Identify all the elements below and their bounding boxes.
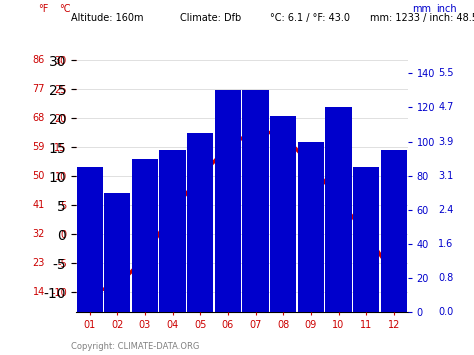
Text: 68: 68	[33, 113, 45, 123]
Bar	[104, 193, 130, 312]
Bar	[353, 167, 379, 312]
Text: 50: 50	[33, 171, 45, 181]
Text: 41: 41	[33, 200, 45, 210]
Bar	[132, 159, 158, 312]
Text: 77: 77	[33, 84, 45, 94]
Bar	[76, 167, 103, 312]
Bar	[242, 91, 269, 312]
Text: 4.7: 4.7	[438, 103, 454, 113]
Text: Altitude: 160m: Altitude: 160m	[71, 13, 144, 23]
Text: inch: inch	[436, 4, 457, 14]
Text: Copyright: CLIMATE-DATA.ORG: Copyright: CLIMATE-DATA.ORG	[71, 343, 200, 351]
Text: 0.0: 0.0	[438, 307, 454, 317]
Bar	[381, 150, 407, 312]
Text: 23: 23	[33, 258, 45, 268]
Text: 3.1: 3.1	[438, 171, 454, 181]
Bar	[298, 142, 324, 312]
Text: 2.4: 2.4	[438, 205, 454, 215]
Text: 32: 32	[33, 229, 45, 239]
Text: Climate: Dfb: Climate: Dfb	[180, 13, 241, 23]
Text: mm: 1233 / inch: 48.5: mm: 1233 / inch: 48.5	[370, 13, 474, 23]
Bar	[325, 108, 352, 312]
Text: 0.8: 0.8	[438, 273, 454, 283]
Text: °C: °C	[59, 4, 71, 14]
Text: °F: °F	[38, 4, 48, 14]
Text: °C: 6.1 / °F: 43.0: °C: 6.1 / °F: 43.0	[270, 13, 350, 23]
Text: mm: mm	[412, 4, 431, 14]
Text: 59: 59	[33, 142, 45, 152]
Bar	[159, 150, 186, 312]
Bar	[270, 116, 296, 312]
Text: 14: 14	[33, 287, 45, 297]
Bar	[215, 91, 241, 312]
Text: 5.5: 5.5	[438, 68, 454, 78]
Text: 3.9: 3.9	[438, 137, 454, 147]
Text: 1.6: 1.6	[438, 239, 454, 249]
Bar	[187, 133, 213, 312]
Text: 86: 86	[33, 55, 45, 65]
